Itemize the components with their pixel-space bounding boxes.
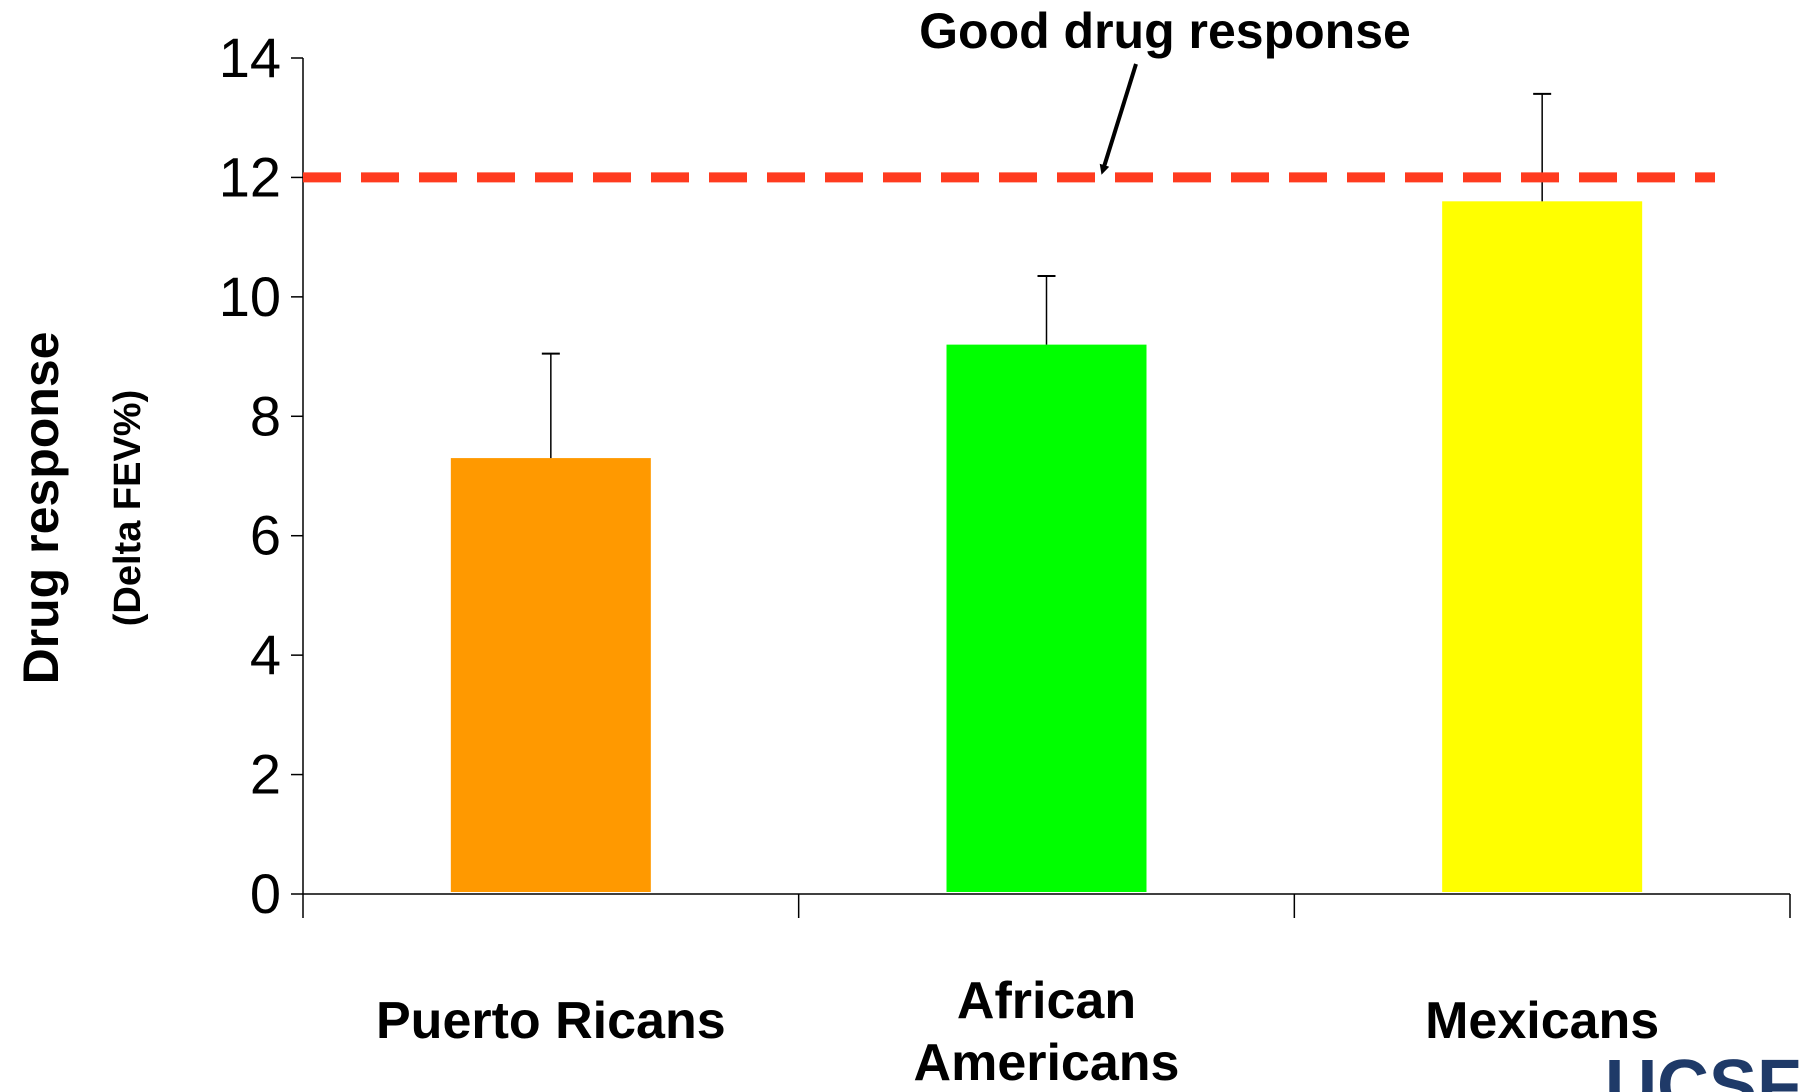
x-axis bbox=[302, 893, 1791, 918]
bar bbox=[450, 458, 651, 892]
y-tick-label: 0 bbox=[250, 862, 281, 925]
y-axis-title: Drug response bbox=[13, 332, 69, 685]
bars bbox=[450, 201, 1643, 893]
annotation-label: Good drug response bbox=[919, 3, 1411, 59]
bar bbox=[946, 344, 1147, 893]
annotation-arrow bbox=[1099, 63, 1138, 175]
y-axis-subtitle: (Delta FEV%) bbox=[107, 390, 149, 626]
y-axis-label: Drug response (Delta FEV%) bbox=[13, 332, 149, 685]
y-tick-label: 10 bbox=[219, 265, 281, 328]
y-axis: 0 2 4 6 8 10 12 14 bbox=[219, 26, 304, 925]
ucsf-logo: UCSF bbox=[1605, 1046, 1801, 1092]
y-tick-label: 2 bbox=[250, 743, 281, 806]
error-bars bbox=[541, 92, 1552, 459]
y-tick-label: 12 bbox=[219, 145, 281, 208]
category-label: Mexicans bbox=[1425, 992, 1659, 1050]
y-tick-label: 14 bbox=[219, 26, 281, 89]
bar bbox=[1442, 201, 1643, 893]
category-labels: Puerto Ricans African Americans Mexicans bbox=[376, 972, 1659, 1092]
category-label: African Americans bbox=[914, 972, 1180, 1092]
category-label: Puerto Ricans bbox=[376, 992, 726, 1050]
y-tick-label: 4 bbox=[250, 623, 281, 686]
y-tick-label: 6 bbox=[250, 504, 281, 567]
y-tick-label: 8 bbox=[250, 384, 281, 447]
